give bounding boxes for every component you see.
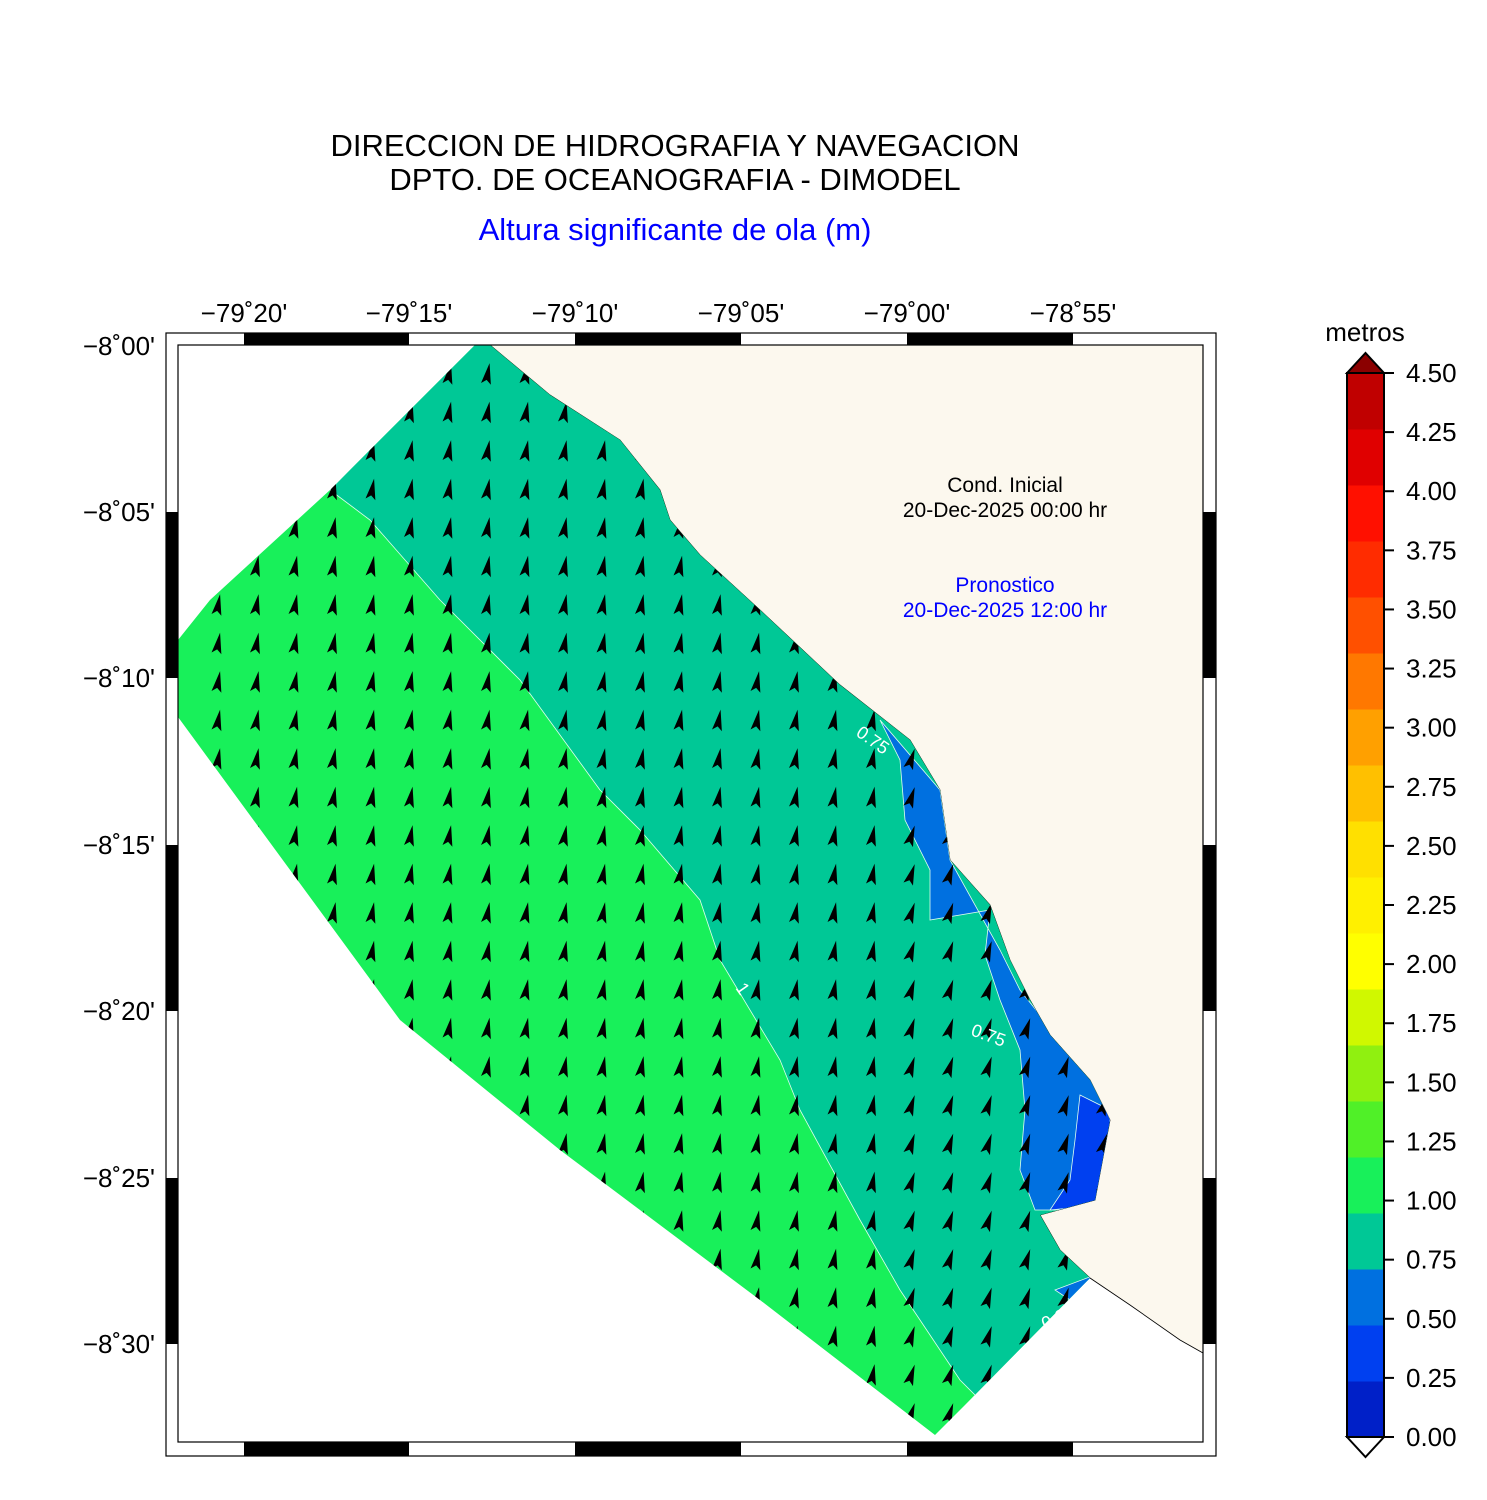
colorbar-tick-label: 0.25 bbox=[1406, 1363, 1457, 1393]
header-line-2: DPTO. DE OCEANOGRAFIA - DIMODEL bbox=[389, 162, 961, 197]
lon-tick-label: −79˚05' bbox=[698, 298, 785, 328]
colorbar-tick-label: 3.50 bbox=[1406, 594, 1457, 624]
frame-segment bbox=[1203, 1178, 1216, 1344]
frame-segment bbox=[244, 333, 409, 345]
colorbar-tick-label: 1.50 bbox=[1406, 1067, 1457, 1097]
forecast-label: Pronostico bbox=[955, 574, 1055, 597]
colorbar-segment bbox=[1347, 429, 1384, 486]
colorbar-tick-label: 3.00 bbox=[1406, 713, 1457, 743]
lat-tick-labels: −8˚00' −8˚05' −8˚10' −8˚15' −8˚20' −8˚25' −8˚3… bbox=[83, 331, 155, 1359]
colorbar-segment bbox=[1347, 1381, 1384, 1438]
lon-tick-label: −79˚15' bbox=[366, 298, 453, 328]
colorbar-segment bbox=[1347, 765, 1384, 822]
lat-tick-label: −8˚15' bbox=[83, 830, 155, 860]
map-frame-checker bbox=[166, 333, 1216, 1456]
colorbar-segment bbox=[1347, 933, 1384, 990]
colorbar-segment bbox=[1347, 1157, 1384, 1214]
colorbar-segment bbox=[1347, 821, 1384, 878]
lat-tick-label: −8˚10' bbox=[83, 663, 155, 693]
colorbar-tick-label: 0.75 bbox=[1406, 1245, 1457, 1275]
map-subtitle: Altura significante de ola (m) bbox=[478, 212, 872, 247]
lat-tick-label: −8˚00' bbox=[83, 331, 155, 361]
colorbar-underflow-triangle bbox=[1344, 1436, 1387, 1459]
forecast-time: 20-Dec-2025 12:00 hr bbox=[902, 599, 1108, 622]
colorbar-tick-label: 2.75 bbox=[1406, 772, 1457, 802]
colorbar-segment bbox=[1347, 373, 1384, 430]
colorbar-tick-label: 2.00 bbox=[1406, 949, 1457, 979]
colorbar-segment bbox=[1347, 989, 1384, 1046]
lat-tick-label: −8˚30' bbox=[83, 1329, 155, 1359]
colorbar-segment bbox=[1347, 597, 1384, 654]
colorbar-segment bbox=[1347, 541, 1384, 598]
frame-segment bbox=[575, 333, 741, 345]
colorbar-overflow-triangle bbox=[1344, 351, 1387, 374]
colorbar-tick-label: 3.25 bbox=[1406, 654, 1457, 684]
lon-tick-label: −79˚20' bbox=[201, 298, 288, 328]
colorbar-segment bbox=[1347, 1325, 1384, 1382]
frame-segment bbox=[575, 1442, 741, 1456]
colorbar-tick-label: 1.75 bbox=[1406, 1008, 1457, 1038]
lat-tick-label: −8˚20' bbox=[83, 996, 155, 1026]
colorbar-segment bbox=[1347, 877, 1384, 934]
colorbar-tick-label: 3.75 bbox=[1406, 535, 1457, 565]
colorbar-segment bbox=[1347, 1101, 1384, 1158]
frame-segment bbox=[244, 1442, 409, 1456]
frame-segment bbox=[907, 1442, 1073, 1456]
colorbar-segment bbox=[1347, 709, 1384, 766]
colorbar-tick-label: 0.00 bbox=[1406, 1422, 1457, 1452]
colorbar-segment bbox=[1347, 485, 1384, 542]
lon-tick-label: −78˚55' bbox=[1030, 298, 1117, 328]
frame-segment bbox=[166, 512, 178, 678]
lat-tick-label: −8˚05' bbox=[83, 497, 155, 527]
colorbar-segment bbox=[1347, 653, 1384, 710]
frame-segment bbox=[1203, 512, 1216, 678]
colorbar-segment bbox=[1347, 1269, 1384, 1326]
colorbar-tick-label: 2.50 bbox=[1406, 831, 1457, 861]
lon-tick-labels: −79˚20' −79˚15' −79˚10' −79˚05' −79˚00' −78˚5… bbox=[201, 298, 1117, 328]
frame-segment bbox=[166, 1178, 178, 1344]
colorbar-tick-label: 4.25 bbox=[1406, 417, 1457, 447]
colorbar-tick-label: 2.25 bbox=[1406, 890, 1457, 920]
colorbar-tick-label: 1.25 bbox=[1406, 1126, 1457, 1156]
initial-condition-time: 20-Dec-2025 00:00 hr bbox=[902, 499, 1108, 522]
frame-segment bbox=[1203, 845, 1216, 1011]
lon-tick-label: −79˚10' bbox=[532, 298, 619, 328]
lat-tick-label: −8˚25' bbox=[83, 1163, 155, 1193]
colorbar-segment bbox=[1347, 1045, 1384, 1102]
colorbar: 4.50 4.25 4.00 3.75 3.50 3.25 3.00 2.75 2.50 2.25… bbox=[1344, 351, 1457, 1459]
lon-tick-label: −79˚00' bbox=[864, 298, 951, 328]
header-line-1: DIRECCION DE HIDROGRAFIA Y NAVEGACION bbox=[330, 128, 1020, 163]
colorbar-tick-label: 1.00 bbox=[1406, 1186, 1457, 1216]
colorbar-title: metros bbox=[1325, 317, 1404, 347]
colorbar-segment bbox=[1347, 1213, 1384, 1270]
colorbar-tick-label: 4.00 bbox=[1406, 476, 1457, 506]
initial-condition-label: Cond. Inicial bbox=[947, 474, 1063, 497]
colorbar-tick-label: 4.50 bbox=[1406, 358, 1457, 388]
frame-segment bbox=[166, 845, 178, 1011]
colorbar-tick-label: 0.50 bbox=[1406, 1304, 1457, 1334]
frame-segment bbox=[907, 333, 1073, 345]
